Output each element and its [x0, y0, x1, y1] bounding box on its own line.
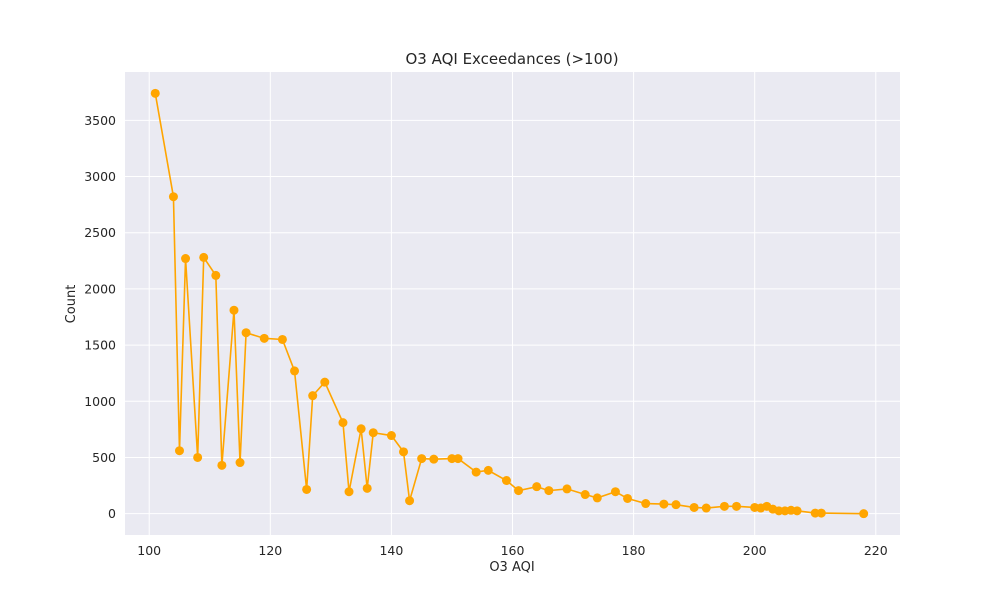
data-point: [174, 446, 184, 456]
data-point: [580, 490, 590, 500]
chart-title: O3 AQI Exceedances (>100): [405, 50, 618, 68]
x-tick-label: 180: [622, 543, 646, 558]
data-point: [562, 484, 572, 494]
data-point: [689, 502, 699, 512]
data-point: [235, 458, 245, 468]
x-tick-label: 140: [379, 543, 403, 558]
y-tick-label: 2500: [84, 225, 116, 240]
data-point: [429, 454, 439, 464]
data-point: [344, 487, 354, 497]
data-point: [592, 493, 602, 503]
x-tick-label: 220: [864, 543, 888, 558]
data-point: [241, 328, 251, 338]
data-point: [701, 503, 711, 513]
x-tick-label: 100: [137, 543, 161, 558]
y-tick-label: 0: [108, 506, 116, 521]
data-point: [671, 500, 681, 510]
data-point: [362, 483, 372, 493]
data-point: [610, 487, 620, 497]
data-point: [532, 482, 542, 492]
y-tick-label: 2000: [84, 281, 116, 296]
data-point: [368, 428, 378, 438]
y-tick-label: 3500: [84, 113, 116, 128]
data-point: [356, 424, 366, 434]
data-point: [544, 486, 554, 496]
data-point: [168, 192, 178, 202]
data-point: [417, 454, 427, 464]
data-point: [641, 499, 651, 509]
data-point: [719, 501, 729, 511]
data-point: [277, 334, 287, 344]
y-tick-label: 1500: [84, 338, 116, 353]
data-point: [453, 454, 463, 464]
x-tick-labels: 100 120 140 160 180 200 220: [137, 543, 887, 558]
data-point: [471, 467, 481, 477]
data-point: [792, 506, 802, 516]
y-tick-label: 3000: [84, 169, 116, 184]
data-point: [308, 391, 318, 401]
data-point: [181, 254, 191, 264]
data-point: [290, 366, 300, 376]
data-point: [211, 270, 221, 280]
data-point: [217, 460, 227, 470]
data-point: [229, 305, 239, 315]
x-tick-label: 160: [501, 543, 525, 558]
data-point: [199, 252, 209, 262]
x-tick-label: 200: [743, 543, 767, 558]
data-point: [302, 484, 312, 494]
data-point: [320, 377, 330, 387]
data-point: [732, 501, 742, 511]
data-point: [386, 431, 396, 441]
data-point: [193, 452, 203, 462]
data-point: [150, 88, 160, 98]
y-tick-label: 1000: [84, 394, 116, 409]
y-tick-label: 500: [92, 450, 116, 465]
grid-lines: [125, 72, 900, 535]
data-point: [483, 465, 493, 475]
data-point: [501, 476, 511, 485]
data-point: [338, 418, 348, 428]
data-points: [150, 88, 869, 519]
data-point: [514, 486, 524, 496]
x-tick-label: 120: [258, 543, 282, 558]
data-point: [399, 447, 409, 457]
data-point: [816, 508, 826, 518]
data-point: [623, 493, 633, 503]
x-axis-label: O3 AQI: [489, 560, 534, 575]
data-point: [405, 496, 415, 506]
y-axis-label: Count: [64, 285, 79, 324]
data-point: [259, 333, 269, 343]
data-point: [859, 509, 869, 519]
y-tick-labels: 0 500 1000 1500 2000 2500 3000 3500: [84, 113, 116, 521]
data-point: [659, 499, 669, 509]
